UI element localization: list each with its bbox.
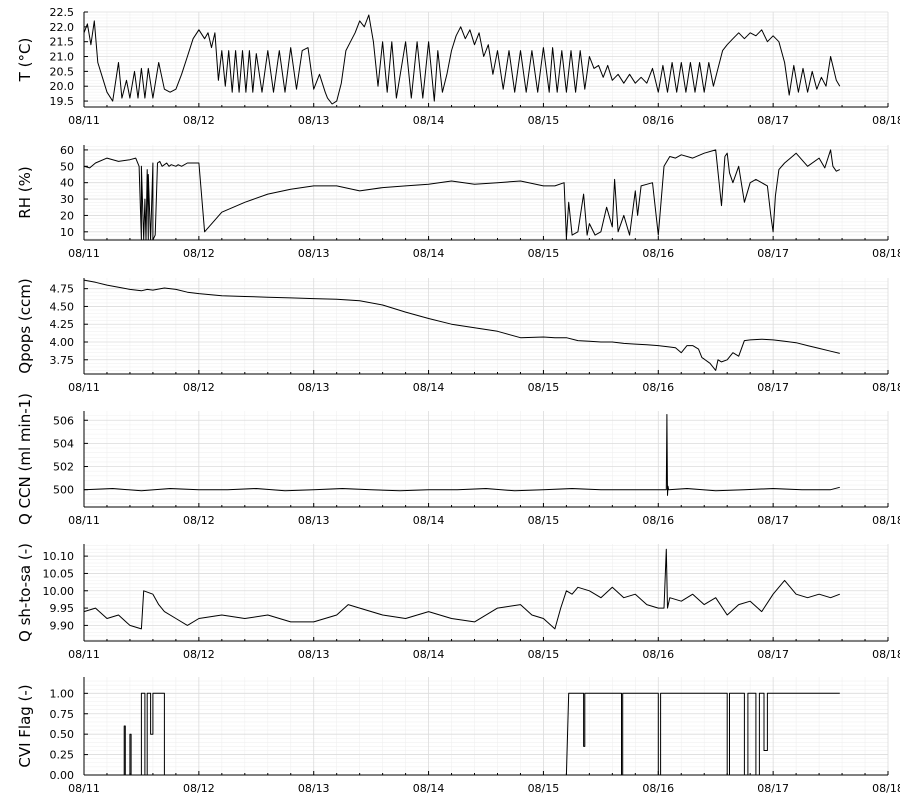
y-tick-label: 22.5	[50, 6, 75, 19]
x-tick-label: 08/13	[298, 381, 330, 394]
y-tick-label: 504	[53, 437, 74, 450]
x-tick-label: 08/11	[68, 114, 100, 127]
x-tick-label: 08/15	[528, 782, 560, 795]
x-tick-label: 08/11	[68, 648, 100, 661]
x-tick-label: 08/12	[183, 514, 215, 527]
x-tick-label: 08/17	[757, 648, 789, 661]
x-tick-label: 08/13	[298, 782, 330, 795]
y-tick-label: 10.05	[43, 567, 75, 580]
x-tick-label: 08/13	[298, 648, 330, 661]
y-tick-label: 500	[53, 484, 74, 497]
x-tick-label: 08/11	[68, 247, 100, 260]
y-tick-label: 3.75	[50, 354, 75, 367]
y-tick-label: 9.90	[50, 619, 75, 632]
x-tick-label: 08/15	[528, 114, 560, 127]
y-axis-label: T (°C)	[16, 38, 34, 83]
y-tick-label: 506	[53, 414, 74, 427]
x-tick-label: 08/17	[757, 514, 789, 527]
x-tick-label: 08/18	[872, 648, 900, 661]
x-tick-label: 08/16	[642, 514, 674, 527]
y-tick-label: 1.00	[50, 687, 75, 700]
x-tick-label: 08/15	[528, 648, 560, 661]
x-tick-label: 08/14	[413, 514, 445, 527]
y-tick-label: 21.0	[50, 51, 75, 64]
y-tick-label: 30	[60, 193, 74, 206]
y-tick-label: 20	[60, 209, 74, 222]
y-tick-label: 4.00	[50, 336, 75, 349]
x-tick-label: 08/12	[183, 381, 215, 394]
x-tick-label: 08/14	[413, 114, 445, 127]
y-tick-label: 0.25	[50, 749, 75, 762]
y-tick-label: 10.10	[43, 550, 75, 563]
y-tick-label: 9.95	[50, 602, 75, 615]
series-line	[84, 692, 840, 776]
x-tick-label: 08/16	[642, 648, 674, 661]
y-axis-label: RH (%)	[16, 166, 34, 218]
y-tick-label: 22.0	[50, 21, 75, 34]
panel-6: 08/11 08/12 08/13 08/14 08/15 08/16 08/17 08/18…	[16, 677, 900, 795]
x-tick-label: 08/11	[68, 782, 100, 795]
panel-1: 08/11 08/12 08/13 08/14 08/15 08/16 08/17 08/18…	[16, 6, 900, 127]
x-tick-label: 08/14	[413, 648, 445, 661]
x-tick-label: 08/18	[872, 114, 900, 127]
y-axis-label: Q sh-to-sa (-)	[16, 543, 34, 642]
x-tick-label: 08/18	[872, 381, 900, 394]
y-tick-label: 502	[53, 461, 74, 474]
panel-3: 08/11 08/12 08/13 08/14 08/15 08/16 08/17 08/18…	[16, 278, 900, 394]
x-tick-label: 08/12	[183, 114, 215, 127]
y-tick-label: 60	[60, 144, 74, 157]
y-tick-label: 4.50	[50, 300, 75, 313]
x-tick-label: 08/15	[528, 247, 560, 260]
y-tick-label: 20.0	[50, 80, 75, 93]
x-tick-label: 08/16	[642, 114, 674, 127]
x-tick-label: 08/11	[68, 514, 100, 527]
x-tick-label: 08/17	[757, 381, 789, 394]
panel-5: 08/11 08/12 08/13 08/14 08/15 08/16 08/17 08/18…	[16, 543, 900, 661]
x-tick-label: 08/15	[528, 381, 560, 394]
x-tick-label: 08/12	[183, 247, 215, 260]
y-tick-label: 0.50	[50, 728, 75, 741]
panel-4: 08/11 08/12 08/13 08/14 08/15 08/16 08/17 08/18…	[16, 393, 900, 527]
y-tick-label: 4.25	[50, 318, 75, 331]
y-tick-label: 19.5	[50, 95, 75, 108]
x-tick-label: 08/18	[872, 247, 900, 260]
series-line	[83, 548, 840, 630]
x-tick-label: 08/12	[183, 648, 215, 661]
x-tick-label: 08/16	[642, 247, 674, 260]
x-tick-label: 08/14	[413, 381, 445, 394]
series-line	[83, 149, 841, 241]
y-tick-label: 50	[60, 160, 74, 173]
y-tick-label: 4.75	[50, 283, 75, 296]
x-tick-label: 08/11	[68, 381, 100, 394]
y-tick-label: 21.5	[50, 36, 75, 49]
x-tick-label: 08/14	[413, 247, 445, 260]
x-tick-label: 08/18	[872, 514, 900, 527]
panel-2: 08/11 08/12 08/13 08/14 08/15 08/16 08/17 08/18…	[16, 144, 900, 260]
x-tick-label: 08/16	[642, 381, 674, 394]
y-axis-label: Q CCN (ml min-1)	[16, 393, 34, 525]
x-tick-label: 08/13	[298, 247, 330, 260]
x-tick-label: 08/17	[757, 114, 789, 127]
series-line	[83, 279, 840, 371]
x-tick-label: 08/13	[298, 514, 330, 527]
x-tick-label: 08/15	[528, 514, 560, 527]
x-tick-label: 08/14	[413, 782, 445, 795]
y-axis-label: Qpops (ccm)	[16, 278, 34, 373]
y-tick-label: 0.75	[50, 708, 75, 721]
x-tick-label: 08/17	[757, 247, 789, 260]
y-tick-label: 20.5	[50, 65, 75, 78]
series-line	[83, 14, 841, 105]
series-line	[83, 414, 840, 496]
y-tick-label: 10	[60, 226, 74, 239]
x-tick-label: 08/17	[757, 782, 789, 795]
x-tick-label: 08/16	[642, 782, 674, 795]
y-tick-label: 0.00	[50, 769, 75, 782]
x-tick-label: 08/13	[298, 114, 330, 127]
y-tick-label: 40	[60, 177, 74, 190]
x-tick-label: 08/12	[183, 782, 215, 795]
y-axis-label: CVI Flag (-)	[16, 684, 34, 767]
y-tick-label: 10.00	[43, 585, 75, 598]
x-tick-label: 08/18	[872, 782, 900, 795]
